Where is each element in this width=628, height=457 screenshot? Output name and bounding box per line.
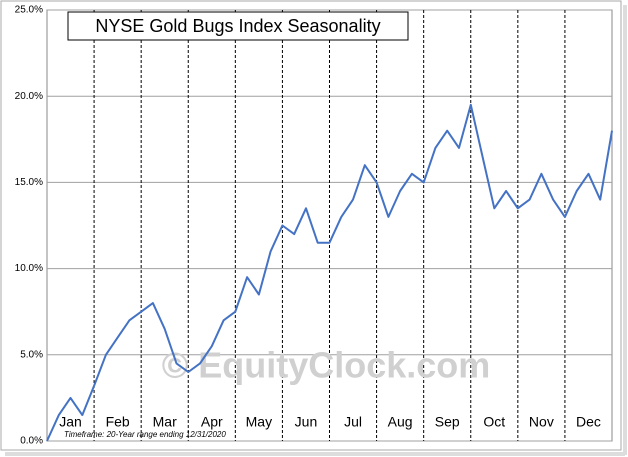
- x-tick-label: May: [246, 414, 272, 430]
- x-tick-label: Aug: [388, 414, 413, 430]
- x-tick-label: Mar: [153, 414, 177, 430]
- chart-title: NYSE Gold Bugs Index Seasonality: [95, 16, 380, 36]
- y-tick-label: 25.0%: [15, 5, 43, 16]
- x-tick-label: Jun: [295, 414, 318, 430]
- x-tick-label: Jan: [59, 414, 82, 430]
- y-tick-label: 0.0%: [20, 436, 43, 447]
- x-tick-label: Apr: [201, 414, 223, 430]
- x-tick-label: Feb: [106, 414, 130, 430]
- y-tick-label: 5.0%: [20, 349, 43, 360]
- x-tick-label: Oct: [483, 414, 505, 430]
- title-box: [67, 11, 409, 41]
- shadow: [623, 5, 627, 455]
- x-tick-label: Sep: [435, 414, 460, 430]
- y-tick-label: 10.0%: [15, 263, 43, 274]
- y-tick-label: 15.0%: [15, 177, 43, 188]
- x-tick-label: Nov: [529, 414, 554, 430]
- x-tick-label: Dec: [576, 414, 601, 430]
- x-tick-label: Jul: [344, 414, 362, 430]
- shadow: [5, 452, 625, 456]
- footnote: Timeframe: 20-Year range ending 12/31/20…: [64, 430, 226, 439]
- y-tick-label: 20.0%: [15, 91, 43, 102]
- line: [46, 103, 613, 442]
- watermark: © EquityClock.com: [162, 345, 491, 386]
